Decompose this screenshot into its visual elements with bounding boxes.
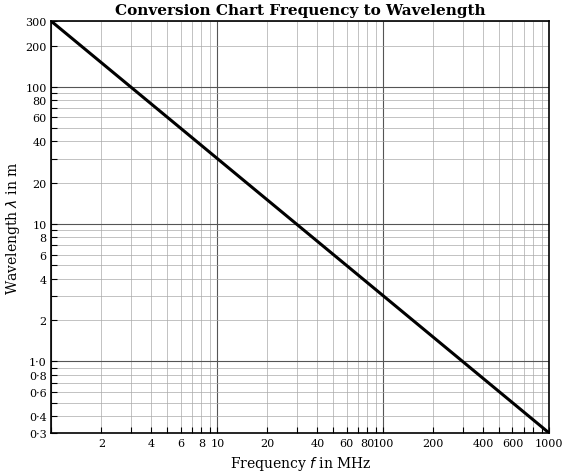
X-axis label: Frequency $f$ in MHz: Frequency $f$ in MHz	[229, 454, 371, 472]
Y-axis label: Wavelength $\lambda$ in m: Wavelength $\lambda$ in m	[5, 161, 23, 294]
Title: Conversion Chart Frequency to Wavelength: Conversion Chart Frequency to Wavelength	[115, 4, 486, 19]
